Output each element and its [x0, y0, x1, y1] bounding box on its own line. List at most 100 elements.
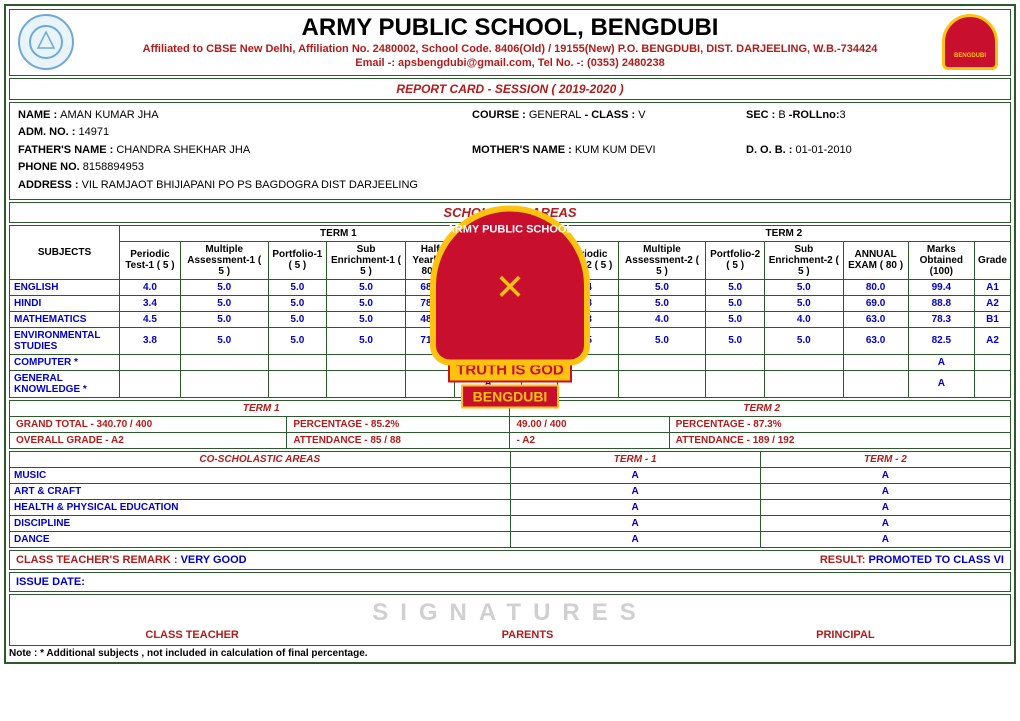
subject-row: GENERAL KNOWLEDGE *AA	[10, 370, 1011, 397]
dob-value: 01-01-2010	[796, 144, 852, 156]
co-subject: DANCE	[10, 531, 511, 547]
marks-cell: 63.0	[843, 327, 908, 354]
col-g2: Grade	[975, 241, 1011, 279]
school-name: ARMY PUBLIC SCHOOL, BENGDUBI	[18, 14, 1002, 42]
father-label: FATHER'S NAME :	[18, 144, 116, 156]
marks-cell	[764, 354, 843, 370]
co-grade-t1: A	[510, 531, 760, 547]
subject-name: ENGLISH	[10, 279, 120, 295]
subject-name: ENVIRONMENTAL STUDIES	[10, 327, 120, 354]
marks-cell	[521, 279, 557, 295]
marks-cell: 5.0	[180, 295, 268, 311]
marks-cell	[405, 354, 455, 370]
sec-value: B	[778, 109, 785, 121]
marks-cell	[455, 279, 521, 295]
address-label: ADDRESS :	[18, 179, 82, 191]
co-row: ART & CRAFTAA	[10, 483, 1011, 499]
marks-cell	[120, 354, 181, 370]
marks-cell: 5.0	[180, 327, 268, 354]
attendance-1: ATTENDANCE - 85 / 88	[287, 432, 510, 448]
marks-cell: .4	[557, 279, 618, 295]
marks-cell: A1	[975, 279, 1011, 295]
marks-cell	[557, 354, 618, 370]
remark-label: CLASS TEACHER'S REMARK :	[16, 554, 181, 566]
subject-row: ENGLISH4.05.05.05.068.0.45.05.05.080.099…	[10, 279, 1011, 295]
marks-cell: 5.0	[327, 295, 406, 311]
grand-total-1: GRAND TOTAL - 340.70 / 400	[10, 416, 287, 432]
marks-cell: 69.0	[843, 295, 908, 311]
marks-cell	[843, 354, 908, 370]
student-name: AMAN KUMAR JHA	[60, 109, 158, 121]
marks-cell	[455, 327, 521, 354]
sig-parents: PARENTS	[502, 629, 554, 641]
co-grade-t2: A	[760, 467, 1010, 483]
marks-cell: 4.0	[618, 311, 706, 327]
report-card-container: BENGDUBI ARMY PUBLIC SCHOOL, BENGDUBI Af…	[4, 4, 1016, 664]
marks-cell: 5.0	[706, 327, 765, 354]
adm-label: ADM. NO. :	[18, 126, 79, 138]
subject-row: MATHEMATICS4.55.05.05.048.0.34.05.04.063…	[10, 311, 1011, 327]
footnote: Note : * Additional subjects , not inclu…	[9, 648, 1011, 659]
marks-cell: 5.0	[268, 295, 327, 311]
marks-cell: 5.0	[706, 279, 765, 295]
col-pf1: Portfolio-1 ( 5 )	[268, 241, 327, 279]
marks-cell	[405, 370, 455, 397]
marks-cell: 71.0	[405, 327, 455, 354]
affiliation-text: Affiliated to CBSE New Delhi, Affiliatio…	[18, 42, 1002, 56]
result-value: PROMOTED TO CLASS VI	[869, 554, 1004, 566]
co-subject: HEALTH & PHYSICAL EDUCATION	[10, 499, 511, 515]
marks-cell	[975, 370, 1011, 397]
marks-cell: 5.0	[180, 279, 268, 295]
remark-box: CLASS TEACHER'S REMARK : VERY GOOD RESUL…	[9, 550, 1011, 570]
co-grade-t1: A	[510, 483, 760, 499]
cbse-logo	[18, 14, 78, 74]
marks-cell	[764, 370, 843, 397]
sig-class-teacher: CLASS TEACHER	[145, 629, 239, 641]
attendance-2: ATTENDANCE - 189 / 192	[669, 432, 1010, 448]
co-grade-t1: A	[510, 499, 760, 515]
marks-cell	[120, 370, 181, 397]
marks-cell: 5.0	[764, 279, 843, 295]
marks-cell: A	[908, 370, 974, 397]
roll-value: 3	[840, 109, 846, 121]
marks-cell: 5.0	[764, 327, 843, 354]
marks-cell: 4.0	[120, 279, 181, 295]
phone-value: 8158894953	[83, 161, 144, 173]
marks-cell	[521, 295, 557, 311]
class-value: V	[638, 109, 645, 121]
marks-cell: 80.0	[843, 279, 908, 295]
col-ae: ANNUAL EXAM ( 80 )	[843, 241, 908, 279]
marks-cell	[521, 354, 557, 370]
marks-cell: 5.0	[706, 311, 765, 327]
marks-cell: 68.0	[405, 279, 455, 295]
co-subject: DISCIPLINE	[10, 515, 511, 531]
mother-value: KUM KUM DEVI	[575, 144, 656, 156]
co-subject: MUSIC	[10, 467, 511, 483]
session-bar: REPORT CARD - SESSION ( 2019-2020 )	[9, 78, 1011, 100]
col-pt2: Periodic Test-2 ( 5 )	[557, 241, 618, 279]
co-subject: ART & CRAFT	[10, 483, 511, 499]
marks-cell: A2	[975, 327, 1011, 354]
col-mo2: Marks Obtained (100)	[908, 241, 974, 279]
overall-grade-2: - A2	[510, 432, 669, 448]
marks-cell	[557, 370, 618, 397]
marks-cell: A2	[975, 295, 1011, 311]
marks-cell: 78.3	[908, 311, 974, 327]
marks-cell	[706, 354, 765, 370]
subject-row: HINDI3.45.05.05.078.0.85.05.05.069.088.8…	[10, 295, 1011, 311]
marks-cell: 5.0	[706, 295, 765, 311]
marks-cell: .3	[557, 311, 618, 327]
marks-cell	[843, 370, 908, 397]
summary-table: TERM 1 TERM 2 GRAND TOTAL - 340.70 / 400…	[9, 400, 1011, 449]
marks-cell: 99.4	[908, 279, 974, 295]
result-label: RESULT:	[820, 554, 869, 566]
grand-total-2: 49.00 / 400	[510, 416, 669, 432]
co-scholastic-table: CO-SCHOLASTIC AREAS TERM - 1 TERM - 2 MU…	[9, 451, 1011, 548]
marks-cell: 3.8	[120, 327, 181, 354]
student-info-box: NAME : AMAN KUMAR JHA COURSE : GENERAL -…	[9, 102, 1011, 200]
col-ma2: Multiple Assessment-2 ( 5 )	[618, 241, 706, 279]
marks-cell	[327, 370, 406, 397]
col-term2: TERM 2	[557, 225, 1010, 241]
marks-cell: 48.0	[405, 311, 455, 327]
percentage-2: PERCENTAGE - 87.3%	[669, 416, 1010, 432]
